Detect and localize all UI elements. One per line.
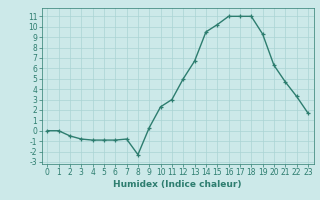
X-axis label: Humidex (Indice chaleur): Humidex (Indice chaleur): [113, 180, 242, 189]
